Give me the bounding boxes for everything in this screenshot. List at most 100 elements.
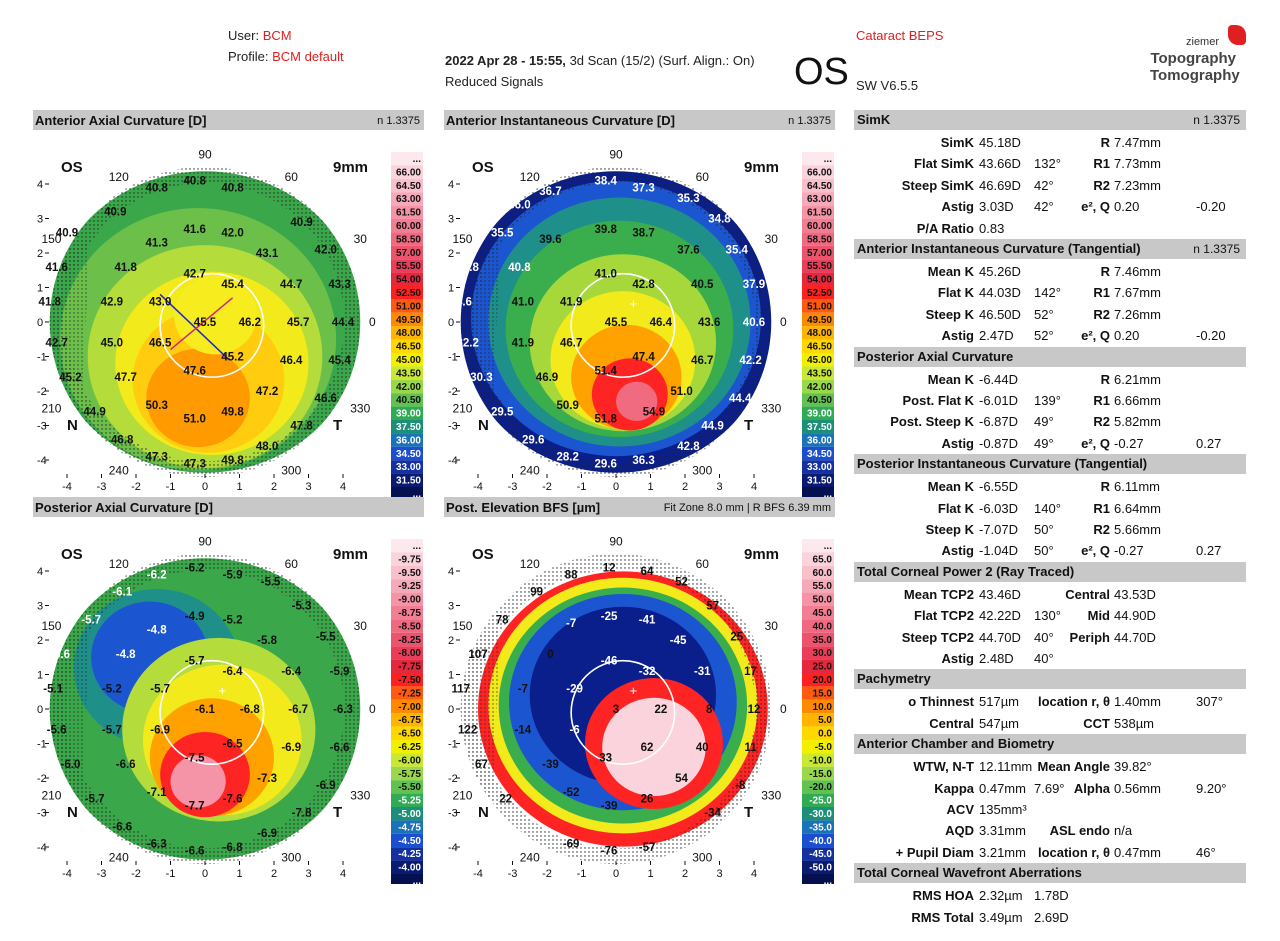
scale-label: 48.00 <box>396 328 421 339</box>
x-tick-label: 0 <box>613 868 619 880</box>
scan-info: 3d Scan (15/2) (Surf. Align.: On) <box>569 53 755 68</box>
scale-label: 20.0 <box>813 675 833 686</box>
section-title: Total Corneal Power 2 (Ray Traced) <box>857 563 1075 579</box>
angle-label: 90 <box>609 535 623 549</box>
scale-swatch <box>802 753 834 767</box>
map-value-label: 38.4 <box>594 176 617 188</box>
scale-label: ... <box>824 154 833 165</box>
map-value-label: -5.7 <box>85 794 105 806</box>
map-value-label: -5.2 <box>102 683 122 695</box>
map-value-label: 40.8 <box>221 182 244 194</box>
scale-label: 63.00 <box>807 194 832 205</box>
section-title: Total Corneal Wavefront Aberrations <box>857 865 1082 881</box>
table-row: Flat SimK 43.66D 132° R1 7.73mm <box>856 153 1246 174</box>
scale-label: -7.75 <box>398 662 421 673</box>
scale-label: 60.0 <box>813 568 833 579</box>
map-value-label: -25 <box>601 611 618 623</box>
angle-label: 210 <box>452 401 472 415</box>
map-value-label: 33 <box>599 752 612 764</box>
map-value-label: 41.6 <box>183 224 205 236</box>
y-tick-label: 4 <box>37 566 43 578</box>
eye-corner-label: OS <box>61 159 83 176</box>
scale-swatch <box>391 753 423 767</box>
scale-label: -6.25 <box>398 742 421 753</box>
scale-swatch <box>391 606 423 620</box>
map-value-label: -41 <box>639 614 656 626</box>
row-label: Flat K <box>937 500 974 516</box>
scale-swatch <box>391 726 423 740</box>
scale-label: 51.00 <box>396 301 421 312</box>
scale-label: ... <box>413 541 422 552</box>
map-value-label: -6.0 <box>61 759 81 771</box>
x-tick-label: 0 <box>613 481 619 493</box>
row-label-right: R2 <box>1093 522 1110 537</box>
row-label: Mean K <box>927 371 974 387</box>
angle-label: 120 <box>520 170 540 184</box>
row-value: 43.66D <box>979 156 1021 172</box>
scale-label: -9.75 <box>398 554 421 565</box>
x-tick-label: 3 <box>716 868 722 880</box>
section-header: Total Corneal Power 2 (Ray Traced) <box>854 561 1246 582</box>
scale-swatch <box>391 460 423 474</box>
scale-swatch <box>802 539 834 553</box>
scale-label: 55.50 <box>396 261 421 272</box>
scale-swatch <box>391 874 423 884</box>
map-value-label: 57 <box>706 601 719 613</box>
map-value-label: -31 <box>694 666 711 678</box>
map-value-label: 37.6 <box>677 245 699 257</box>
row-label-right: ASL endo <box>1049 823 1110 839</box>
x-tick-label: 4 <box>751 481 757 493</box>
map-value-label: 41.9 <box>512 338 534 350</box>
row-value: 42.22D <box>979 608 1021 624</box>
row-label-right: R2 <box>1093 177 1110 193</box>
scale-label: 5.0 <box>818 715 832 726</box>
map-value-label: 40.8 <box>146 182 169 194</box>
nasal-label: N <box>67 417 78 434</box>
map-value-label: 46.4 <box>650 317 673 329</box>
map-value-label: -6.6 <box>185 845 205 857</box>
map-value-label: 42.0 <box>315 245 337 257</box>
user-label: User: <box>228 28 260 43</box>
scale-swatch <box>802 339 834 353</box>
scale-swatch <box>802 833 834 848</box>
row-value-2: 52° <box>1034 328 1054 344</box>
map-value-label: 107 <box>468 649 487 661</box>
scale-label: 42.00 <box>396 382 421 393</box>
section-header: Anterior Chamber and Biometry <box>854 734 1246 755</box>
scale-label: 50.0 <box>813 595 833 606</box>
row-label: Flat TCP2 <box>914 608 974 624</box>
map-value-label: 40.9 <box>104 207 126 219</box>
table-row: Astig -1.04D 50° e², Q -0.27 0.27 <box>856 540 1246 561</box>
section-header: Pachymetry <box>854 669 1246 690</box>
scale-label: -9.50 <box>398 568 421 579</box>
map-value-label: -34 <box>704 808 721 820</box>
angle-label: 330 <box>761 401 781 415</box>
scale-label: 61.50 <box>807 208 832 219</box>
map-value-label: -6.6 <box>112 821 132 833</box>
scale-label: ... <box>824 541 833 552</box>
map-value-label: 12 <box>748 704 761 716</box>
map-value-label: 44.4 <box>332 317 355 329</box>
x-tick-label: -4 <box>473 868 483 880</box>
map-title-1: Anterior Axial Curvature [D] n 1.3375 <box>33 110 424 130</box>
scale-label: 39.00 <box>396 409 421 420</box>
map-value-label: 22 <box>654 704 667 716</box>
row-value-right: 7.23mm <box>1114 177 1161 193</box>
map-value-label: -5.8 <box>257 635 277 647</box>
y-tick-label: 3 <box>448 601 454 613</box>
map-value-label: 40.8 <box>183 176 206 188</box>
row-label: Steep TCP2 <box>901 629 974 645</box>
table-row: Mean K -6.44D R 6.21mm <box>856 369 1246 390</box>
map-value-label: 45.4 <box>328 355 351 367</box>
vertex-marker-icon: + <box>218 683 226 698</box>
scale-label: 58.50 <box>396 234 421 245</box>
scale-swatch <box>802 820 834 834</box>
table-row: Astig -0.87D 49° e², Q -0.27 0.27 <box>856 433 1246 454</box>
row-label: Astig <box>941 435 975 451</box>
map-value-label: 28.2 <box>557 452 579 464</box>
scale-label: 40.50 <box>807 395 832 406</box>
scale-swatch <box>391 659 423 673</box>
scale-label: 31.50 <box>807 476 832 487</box>
scale-label: 61.50 <box>396 208 421 219</box>
row-value-2: 7.69° <box>1034 780 1065 796</box>
